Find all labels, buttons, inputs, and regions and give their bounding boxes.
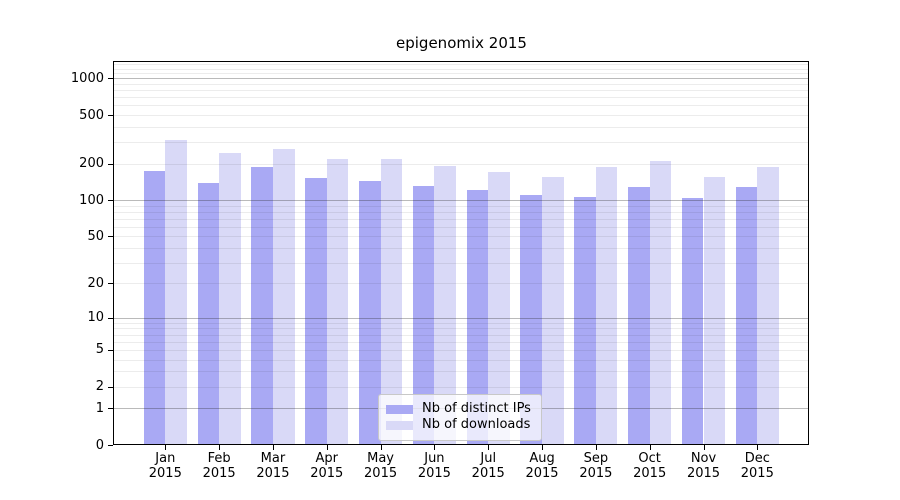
x-tick-mark	[757, 445, 759, 450]
x-tick-label-jun: Jun 2015	[417, 451, 451, 481]
y-tick-label: 20	[87, 275, 104, 291]
x-tick-mark	[649, 445, 651, 450]
x-tick-mark	[219, 445, 221, 450]
plot-frame	[113, 61, 809, 445]
y-tick-label: 5	[95, 342, 104, 358]
x-tick-label-aug: Aug 2015	[525, 451, 559, 481]
x-tick-mark	[488, 445, 490, 450]
y-tick-label: 1	[95, 400, 104, 416]
y-tick-label: 2	[95, 379, 104, 395]
x-tick-label-oct: Oct 2015	[633, 451, 667, 481]
legend-label-distinct-ips: Nb of distinct IPs	[422, 401, 531, 416]
x-tick-mark	[434, 445, 436, 450]
x-tick-mark	[703, 445, 705, 450]
x-tick-label-sep: Sep 2015	[579, 451, 613, 481]
legend-label-downloads: Nb of downloads	[422, 417, 531, 432]
x-tick-label-mar: Mar 2015	[256, 451, 290, 481]
y-tick-label: 100	[79, 192, 104, 208]
y-tick-label: 0	[95, 437, 104, 453]
x-tick-label-feb: Feb 2015	[202, 451, 236, 481]
y-tick-label: 10	[87, 310, 104, 326]
legend: Nb of distinct IPs Nb of downloads	[378, 394, 542, 441]
legend-swatch-distinct-ips	[386, 404, 413, 414]
legend-row-downloads: Nb of downloads	[386, 418, 531, 432]
x-tick-label-apr: Apr 2015	[310, 451, 344, 481]
x-tick-mark	[380, 445, 382, 450]
chart-title: epigenomix 2015	[396, 34, 527, 52]
y-tick-label: 50	[87, 228, 104, 244]
x-tick-label-may: May 2015	[364, 451, 398, 481]
y-tick-label: 1000	[70, 70, 104, 86]
x-tick-label-nov: Nov 2015	[686, 451, 721, 481]
x-tick-mark	[165, 445, 167, 450]
legend-row-distinct-ips: Nb of distinct IPs	[386, 402, 531, 416]
legend-swatch-downloads	[386, 420, 413, 430]
x-tick-mark	[272, 445, 274, 450]
y-tick-label: 200	[79, 156, 104, 172]
x-tick-label-dec: Dec 2015	[740, 451, 774, 481]
x-tick-mark	[542, 445, 544, 450]
y-tick-label: 500	[79, 107, 104, 123]
x-tick-mark	[595, 445, 597, 450]
x-tick-label-jul: Jul 2015	[471, 451, 505, 481]
x-tick-mark	[326, 445, 328, 450]
y-tick-mark	[108, 445, 113, 446]
x-tick-label-jan: Jan 2015	[148, 451, 182, 481]
